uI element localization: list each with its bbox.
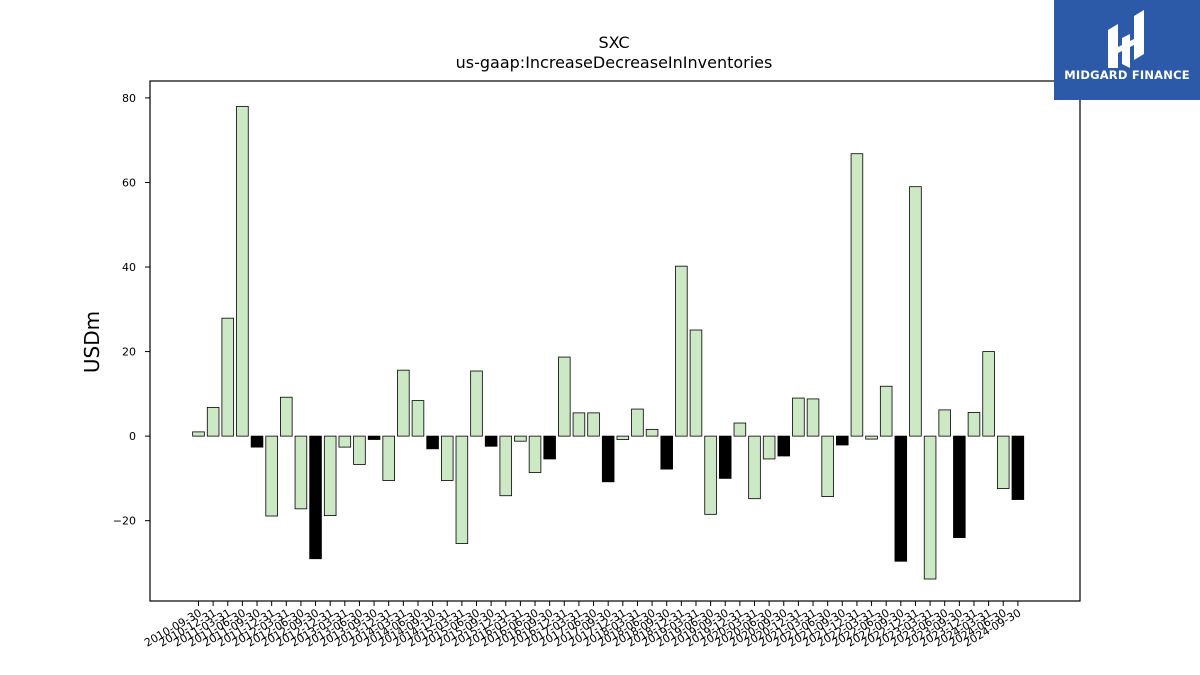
midgard-logo-icon xyxy=(1108,10,1144,68)
bar-2015-06-30 xyxy=(470,370,483,437)
bar-2015-09-30 xyxy=(484,435,498,447)
bar-2021-09-30 xyxy=(836,435,849,446)
bar-2012-12-31 xyxy=(323,435,337,516)
bar-2016-03-31 xyxy=(514,435,527,442)
bar-2018-06-30 xyxy=(645,428,659,437)
bar-2023-12-31 xyxy=(967,412,981,437)
bar-2016-12-31 xyxy=(558,356,571,437)
plot-frame xyxy=(149,80,1081,602)
bar-2013-12-31 xyxy=(382,435,395,481)
bar-2018-09-30 xyxy=(660,435,673,470)
bar-2021-12-31 xyxy=(850,153,864,437)
brand-name: MIDGARD FINANCE xyxy=(1064,68,1190,82)
y-tick-label: 60 xyxy=(122,176,136,189)
bar-2013-09-30 xyxy=(367,435,381,440)
y-tick-label: 80 xyxy=(122,92,136,105)
bar-2012-09-30 xyxy=(309,435,322,560)
bar-2017-12-31 xyxy=(616,435,630,440)
bar-2014-09-30 xyxy=(426,435,439,450)
x-axis: 2010-09-302010-12-312011-03-312011-06-30… xyxy=(142,601,1023,650)
bar-2023-09-30 xyxy=(953,435,966,538)
bar-2017-06-30 xyxy=(587,412,600,437)
bar-2022-06-30 xyxy=(879,385,893,437)
bar-2018-12-31 xyxy=(675,265,688,437)
bar-2021-06-30 xyxy=(821,435,834,497)
y-tick-label: −20 xyxy=(113,515,136,528)
bar-2016-09-30 xyxy=(543,435,556,460)
bar-2023-03-31 xyxy=(923,435,937,580)
bar-2012-06-30 xyxy=(294,435,308,510)
bars-group xyxy=(192,105,1025,580)
bar-2020-03-31 xyxy=(748,435,761,500)
bar-2019-09-30 xyxy=(718,435,732,479)
y-axis-label: USDm xyxy=(80,311,104,373)
bar-2013-06-30 xyxy=(353,435,366,465)
brand-logo: MIDGARD FINANCE xyxy=(1054,0,1200,100)
bar-2024-06-30 xyxy=(996,435,1010,489)
bar-2012-03-31 xyxy=(280,396,293,437)
bar-2010-09-30 xyxy=(192,431,205,437)
bar-2022-03-31 xyxy=(865,435,878,440)
chart-subtitle: us-gaap:IncreaseDecreaseInInventories xyxy=(456,53,773,72)
bar-2020-09-30 xyxy=(777,435,791,457)
bar-2014-06-30 xyxy=(411,400,425,437)
bar-2021-03-31 xyxy=(806,398,820,437)
y-tick-label: 0 xyxy=(129,430,136,443)
bar-2024-09-30 xyxy=(1011,435,1025,500)
bar-2011-03-31 xyxy=(221,317,235,437)
chart-title: SXC xyxy=(598,33,629,52)
y-axis: −20 0 20 40 60 80 xyxy=(113,92,150,528)
y-tick-label: 20 xyxy=(122,346,136,359)
bar-2019-12-31 xyxy=(733,422,747,437)
bar-2011-09-30 xyxy=(250,435,264,448)
bar-2022-12-31 xyxy=(909,186,922,437)
bar-2015-12-31 xyxy=(499,435,513,497)
y-tick-label: 40 xyxy=(122,261,136,274)
bar-2019-06-30 xyxy=(704,435,717,515)
bar-2017-09-30 xyxy=(601,435,615,483)
bar-2014-12-31 xyxy=(440,435,454,481)
bar-2020-12-31 xyxy=(792,397,805,437)
bar-2010-12-31 xyxy=(206,406,220,437)
bar-2022-09-30 xyxy=(894,435,908,562)
bar-2020-06-30 xyxy=(762,435,776,460)
bar-2015-03-31 xyxy=(455,435,469,544)
bar-2024-03-31 xyxy=(982,351,995,437)
bar-2018-03-31 xyxy=(631,408,644,437)
bar-2011-06-30 xyxy=(236,105,249,437)
bar-2014-03-31 xyxy=(397,369,410,437)
bar-2016-06-30 xyxy=(528,435,542,473)
bar-2019-03-31 xyxy=(689,329,703,437)
bar-2011-12-31 xyxy=(265,435,278,517)
bar-2023-06-30 xyxy=(938,409,951,437)
bar-2013-03-31 xyxy=(338,435,352,448)
bar-2017-03-31 xyxy=(572,412,586,437)
